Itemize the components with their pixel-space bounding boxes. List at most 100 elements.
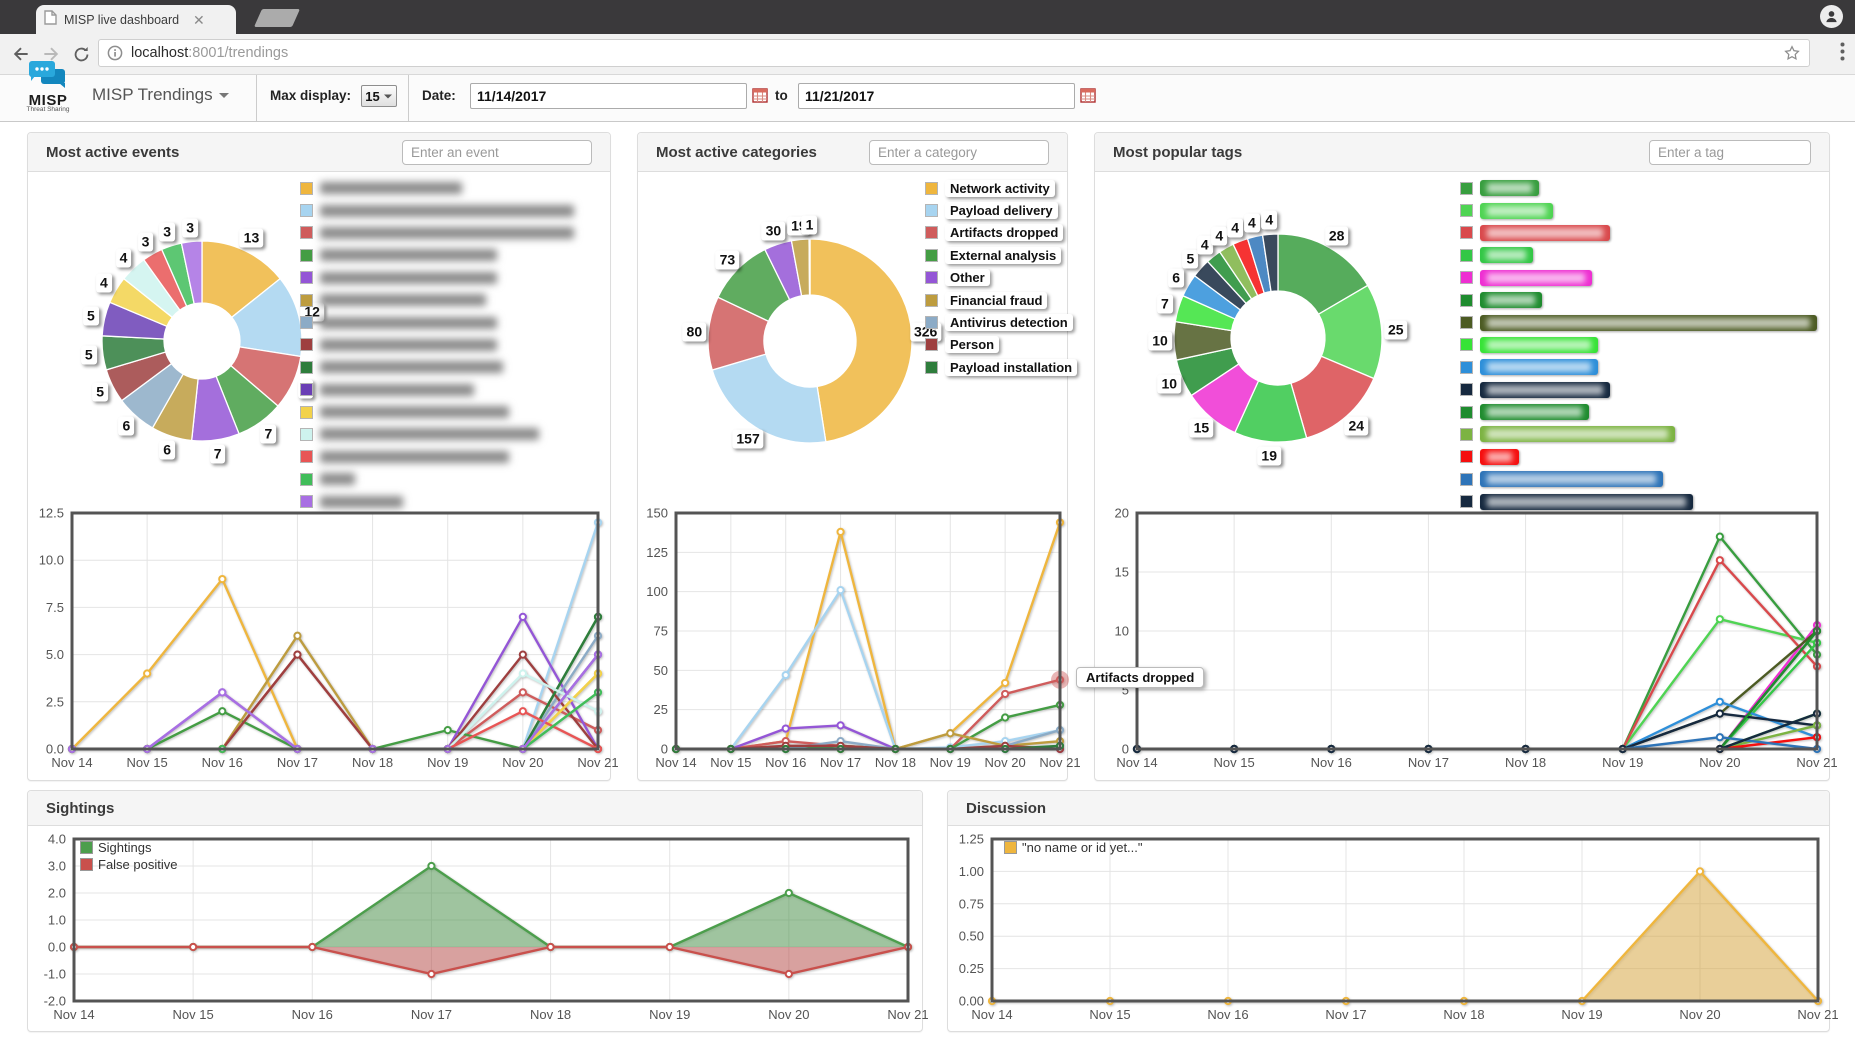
- svg-text:0.0: 0.0: [46, 742, 64, 757]
- svg-text:Nov 14: Nov 14: [971, 1007, 1012, 1022]
- svg-text:Nov 16: Nov 16: [765, 755, 806, 770]
- pie-slice-label: 4: [1243, 213, 1260, 233]
- tag-legend-item: [1460, 177, 1817, 199]
- tags-panel-title: Most popular tags: [1113, 143, 1243, 161]
- app-title-dropdown[interactable]: MISP Trendings: [92, 85, 229, 105]
- svg-text:-2.0: -2.0: [44, 994, 66, 1009]
- event-legend-item: [300, 446, 574, 468]
- pie-slice-label: 157: [732, 429, 764, 449]
- svg-text:Nov 15: Nov 15: [1089, 1007, 1130, 1022]
- date-to-input[interactable]: [798, 83, 1075, 109]
- pie-slice-label: 10: [1157, 374, 1182, 394]
- svg-text:Nov 19: Nov 19: [1561, 1007, 1602, 1022]
- pie-slice-label: 10: [1148, 331, 1172, 351]
- svg-text:1.25: 1.25: [959, 832, 984, 847]
- event-legend-item: [300, 356, 574, 378]
- new-tab-button[interactable]: [253, 9, 301, 27]
- address-bar[interactable]: localhost:8001/trendings: [98, 39, 1810, 67]
- svg-text:Nov 15: Nov 15: [127, 755, 168, 770]
- panel-most-popular-tags: Most popular tags 2825241915101076544444…: [1094, 132, 1838, 781]
- discussion-series-swatch: [1004, 841, 1017, 854]
- pie-slice-label: 5: [80, 345, 97, 365]
- categories-panel-title: Most active categories: [656, 143, 817, 161]
- sightings-panel-title: Sightings: [46, 799, 115, 817]
- pie-slice-label: 7: [1156, 294, 1173, 314]
- svg-text:2.0: 2.0: [48, 886, 66, 901]
- svg-text:10: 10: [1115, 624, 1129, 639]
- browser-menu-icon[interactable]: [1840, 42, 1845, 66]
- tab-close-icon[interactable]: ✕: [193, 11, 205, 28]
- calendar-icon[interactable]: [752, 87, 768, 108]
- category-search-input[interactable]: [869, 139, 1049, 165]
- category-legend-item: Financial fraud: [925, 289, 1077, 311]
- url-text[interactable]: localhost:8001/trendings: [131, 45, 289, 61]
- svg-text:Nov 18: Nov 18: [1443, 1007, 1484, 1022]
- calendar-icon[interactable]: [1080, 87, 1096, 108]
- svg-text:Nov 14: Nov 14: [1116, 755, 1157, 770]
- svg-text:Nov 19: Nov 19: [427, 755, 468, 770]
- tags-donut-chart[interactable]: 28 25 24 19 15 10 10 7 6 5 4 4 4 4 4: [1095, 171, 1829, 506]
- svg-text:Nov 16: Nov 16: [1207, 1007, 1248, 1022]
- pie-slice-label: 25: [1383, 320, 1408, 340]
- date-to-label: to: [775, 88, 788, 103]
- tag-legend-item: [1460, 334, 1817, 356]
- tag-search-input[interactable]: [1649, 139, 1811, 165]
- svg-text:Nov 20: Nov 20: [1699, 755, 1740, 770]
- svg-text:Nov 15: Nov 15: [173, 1007, 214, 1022]
- bookmark-star-icon[interactable]: [1783, 44, 1801, 62]
- date-from-input[interactable]: [470, 83, 747, 109]
- events-trend-chart[interactable]: 0.0 2.5 5.0 7.5 10.0 12.5 Nov 14 Nov 15 Nov 16 No…: [34, 506, 619, 773]
- categories-trend-chart[interactable]: 0 25 50 75 100 125 150 Nov 14 Nov 15 Nov 16 Nov 17…: [642, 506, 1080, 773]
- svg-text:10.0: 10.0: [39, 553, 64, 568]
- discussion-chart[interactable]: 0.00 0.25 0.50 0.75 1.00 1.25 Nov 14 Nov 15 Nov …: [952, 832, 1839, 1025]
- tag-legend-item: [1460, 267, 1817, 289]
- svg-text:Nov 18: Nov 18: [875, 755, 916, 770]
- categories-donut-chart[interactable]: 326 157 80 73 30 19 1: [638, 171, 1067, 506]
- svg-text:0.0: 0.0: [48, 940, 66, 955]
- pie-slice-label: 13: [239, 228, 264, 248]
- events-donut-chart[interactable]: 13128776655544333: [28, 171, 610, 506]
- sightings-chart-legend: Sightings False positive: [80, 839, 177, 873]
- svg-text:Nov 18: Nov 18: [1505, 755, 1546, 770]
- sightings-series-swatch: [80, 841, 93, 854]
- sightings-chart[interactable]: -2.0 -1.0 0.0 1.0 2.0 3.0 4.0 Nov 14 Nov 15 Nov 1…: [34, 832, 929, 1025]
- misp-logo-icon: [29, 61, 65, 88]
- back-button[interactable]: [6, 44, 36, 64]
- svg-text:Nov 16: Nov 16: [292, 1007, 333, 1022]
- tab-title: MISP live dashboard: [64, 12, 180, 27]
- profile-avatar[interactable]: [1820, 5, 1843, 28]
- panel-most-active-events: Most active events 13128776655544333 0.0…: [27, 132, 619, 781]
- pie-slice-label: 5: [1182, 249, 1199, 269]
- event-search-input[interactable]: [402, 139, 592, 165]
- browser-tab[interactable]: MISP live dashboard ✕: [36, 5, 236, 34]
- forward-button[interactable]: [36, 44, 66, 64]
- svg-text:2.5: 2.5: [46, 694, 64, 709]
- event-legend-item: [300, 222, 574, 244]
- max-display-select[interactable]: 15: [361, 85, 397, 107]
- pie-slice-label: 6: [1168, 268, 1185, 288]
- sightings-panel-header: Sightings: [28, 791, 922, 826]
- svg-text:Nov 17: Nov 17: [1408, 755, 1449, 770]
- svg-text:20: 20: [1115, 506, 1129, 521]
- tags-trend-chart[interactable]: 0 5 10 15 20 Nov 14 Nov 15 Nov 16 Nov 17 Nov 18 No…: [1101, 506, 1838, 773]
- page-info-icon[interactable]: [107, 45, 123, 61]
- svg-text:0.00: 0.00: [959, 994, 984, 1009]
- tag-legend-item: [1460, 199, 1817, 221]
- svg-text:Nov 17: Nov 17: [820, 755, 861, 770]
- svg-text:0.50: 0.50: [959, 929, 984, 944]
- tag-legend-item: [1460, 490, 1817, 512]
- svg-text:Nov 18: Nov 18: [530, 1007, 571, 1022]
- svg-text:12.5: 12.5: [39, 506, 64, 521]
- pie-slice-label: 3: [182, 218, 199, 238]
- app-header: MISP Threat Sharing MISP Trendings Max d…: [0, 61, 1855, 122]
- event-legend-item: [300, 267, 574, 289]
- svg-text:Nov 18: Nov 18: [352, 755, 393, 770]
- svg-text:Nov 15: Nov 15: [710, 755, 751, 770]
- category-legend-item: Antivirus detection: [925, 311, 1077, 333]
- event-legend-item: [300, 490, 574, 512]
- event-legend-item: [300, 199, 574, 221]
- svg-text:1.00: 1.00: [959, 864, 984, 879]
- tag-legend-item: [1460, 222, 1817, 244]
- reload-button[interactable]: [66, 45, 96, 64]
